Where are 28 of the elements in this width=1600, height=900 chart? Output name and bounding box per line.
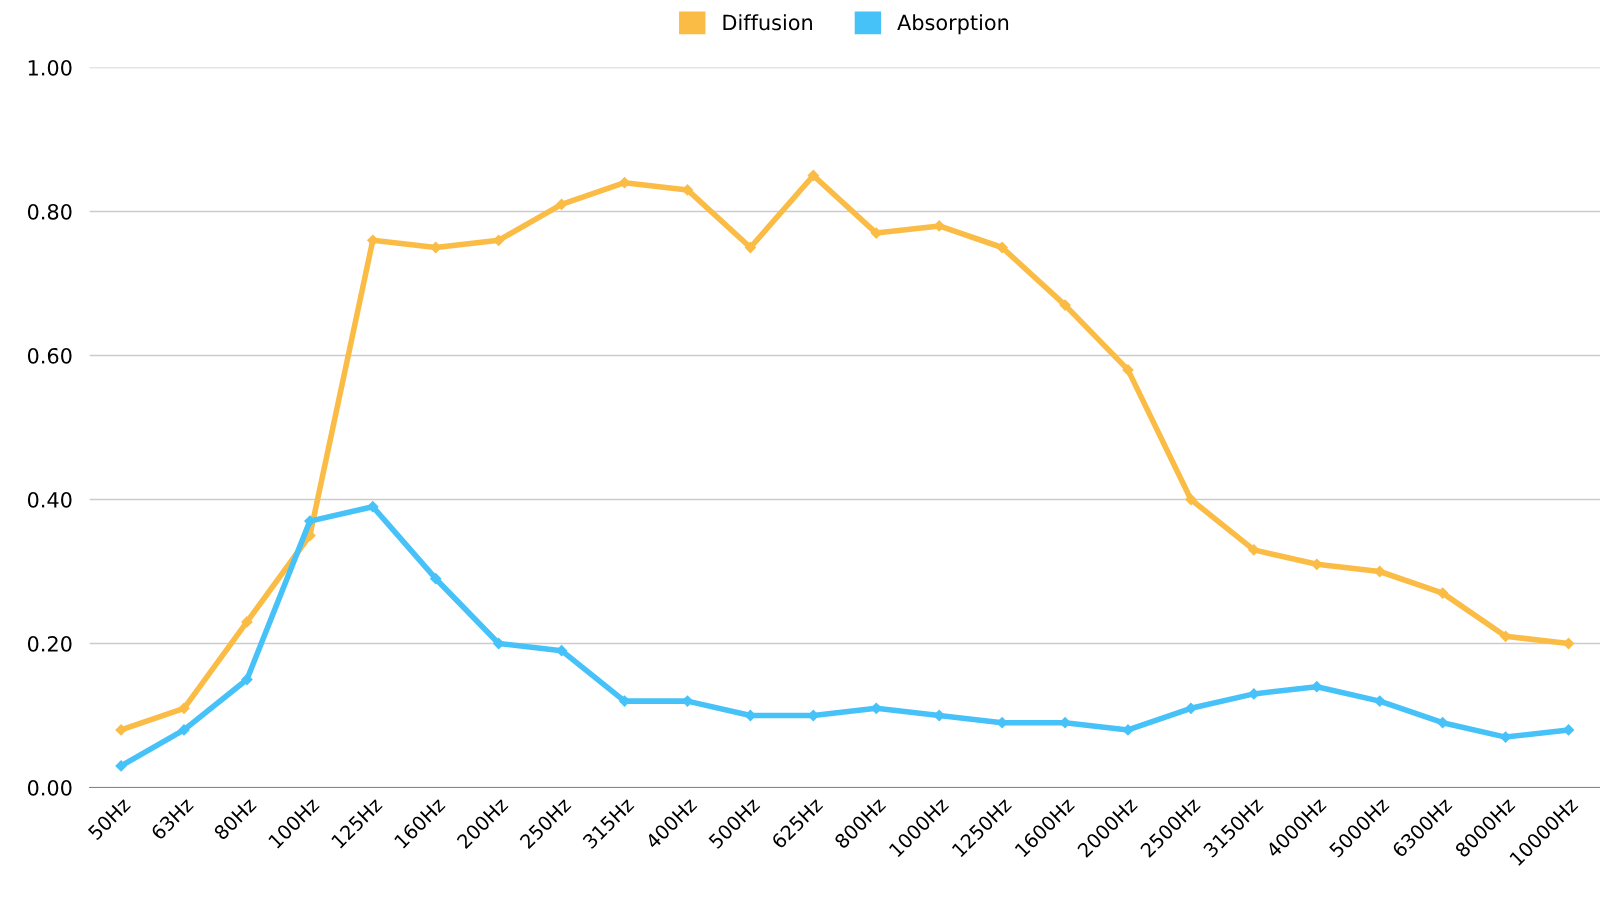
point (1248, 544, 1260, 556)
point (807, 169, 819, 182)
point (1059, 299, 1071, 311)
y-tick-label: 0.80 (27, 203, 72, 220)
y-tick-label: 0.60 (27, 347, 72, 364)
y-tick-label: 0.20 (27, 635, 72, 652)
point (115, 760, 127, 772)
y-tick-label: 0.00 (27, 779, 72, 796)
point (241, 673, 253, 686)
point (996, 241, 1008, 254)
point (241, 616, 253, 628)
point (1374, 565, 1386, 578)
point (178, 702, 190, 714)
point (367, 501, 379, 513)
point (115, 724, 127, 736)
point (1374, 695, 1386, 707)
point (744, 241, 757, 254)
point (304, 515, 316, 527)
legend-label: Diffusion (723, 14, 812, 31)
point (178, 724, 190, 736)
point (1122, 364, 1134, 376)
point (1185, 493, 1197, 506)
point (555, 198, 568, 210)
legend-label: Absorption (897, 14, 1009, 35)
y-tick-label: 1.00 (28, 59, 72, 76)
point (1437, 587, 1449, 599)
point (430, 573, 442, 585)
y-tick-label: 0.40 (27, 491, 72, 508)
